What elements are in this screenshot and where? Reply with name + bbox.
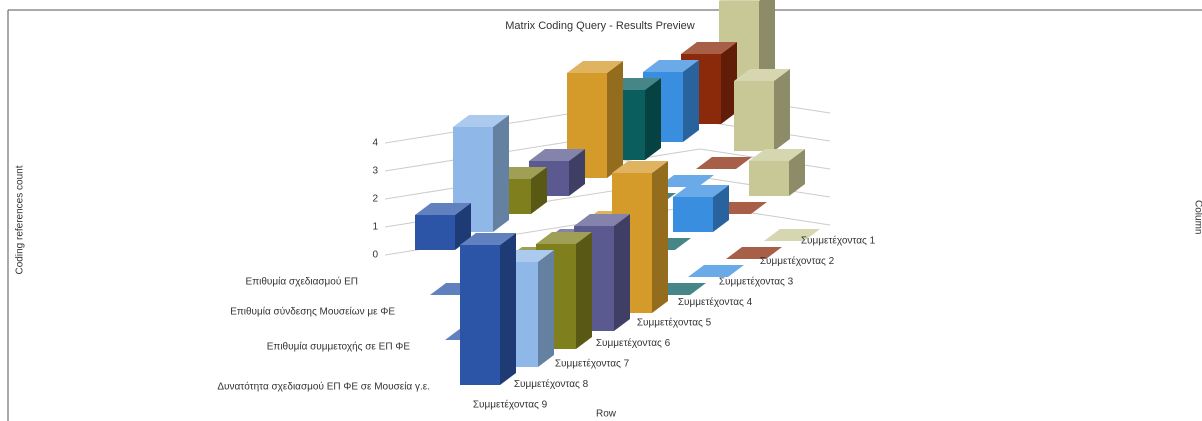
bar-side bbox=[538, 250, 554, 367]
bar-top bbox=[453, 115, 509, 127]
bar-side bbox=[645, 78, 661, 160]
chart-title: Matrix Coding Query - Results Preview bbox=[505, 20, 695, 32]
series-label: Συμμετέχοντας 3 bbox=[719, 276, 794, 288]
bar-front bbox=[749, 161, 789, 196]
bar-top bbox=[658, 175, 714, 187]
z-axis-title: Column bbox=[1192, 200, 1202, 234]
series-label: Συμμετέχοντας 7 bbox=[555, 358, 630, 370]
bar-top bbox=[415, 203, 471, 215]
bar-top bbox=[764, 229, 820, 241]
bar-side bbox=[652, 161, 668, 313]
bar-front bbox=[734, 81, 774, 151]
y-tick-label: 2 bbox=[372, 194, 378, 205]
bar-top bbox=[612, 161, 668, 173]
bar-side bbox=[789, 149, 805, 196]
bar-top bbox=[673, 185, 729, 197]
bar bbox=[749, 149, 805, 196]
bar-side bbox=[576, 232, 592, 349]
bar bbox=[460, 233, 516, 385]
bar-side bbox=[774, 69, 790, 151]
bar-front bbox=[460, 245, 500, 385]
bar bbox=[688, 265, 744, 277]
y-tick-label: 4 bbox=[372, 138, 378, 149]
series-label: Συμμετέχοντας 2 bbox=[760, 255, 835, 267]
bar-side bbox=[607, 61, 623, 178]
bar-top bbox=[734, 69, 790, 81]
bar bbox=[734, 69, 790, 151]
bar bbox=[415, 203, 471, 250]
bar-side bbox=[531, 167, 547, 214]
bar-top bbox=[688, 265, 744, 277]
bar-side bbox=[614, 214, 630, 331]
bar-top bbox=[567, 61, 623, 73]
series-label: Συμμετέχοντας 8 bbox=[514, 378, 589, 390]
bar-top bbox=[460, 233, 516, 245]
series-label: Συμμετέχοντας 9 bbox=[473, 399, 548, 411]
bar bbox=[764, 229, 820, 241]
series-label: Συμμετέχοντας 4 bbox=[678, 296, 753, 308]
category-label: Επιθυμία σχεδιασμού ΕΠ bbox=[246, 276, 358, 288]
y-tick-label: 3 bbox=[372, 166, 378, 177]
bar-top bbox=[574, 214, 630, 226]
bar-top bbox=[726, 247, 782, 259]
category-label: Επιθυμία συμμετοχής σε ΕΠ ΦΕ bbox=[267, 341, 411, 353]
bar-side bbox=[683, 60, 699, 142]
series-label: Συμμετέχοντας 5 bbox=[637, 317, 712, 329]
bar-front bbox=[673, 197, 713, 232]
bar-side bbox=[569, 149, 585, 196]
series-label: Συμμετέχοντας 1 bbox=[801, 235, 876, 247]
y-axis-title: Coding references count bbox=[15, 165, 26, 274]
bar bbox=[673, 185, 729, 232]
y-tick-label: 0 bbox=[372, 250, 378, 261]
category-label: Επιθυμία σύνδεσης Μουσείων με ΦΕ bbox=[230, 306, 395, 318]
bar-top bbox=[529, 149, 585, 161]
bar bbox=[726, 247, 782, 259]
bar bbox=[658, 175, 714, 187]
bar-top bbox=[681, 42, 737, 54]
bar-side bbox=[500, 233, 516, 385]
bar-top bbox=[643, 60, 699, 72]
x-axis-title: Row bbox=[596, 409, 617, 420]
bar-top bbox=[536, 232, 592, 244]
bar-top bbox=[719, 0, 761, 1]
bar bbox=[612, 161, 668, 313]
bar-side bbox=[455, 203, 471, 250]
series-label: Συμμετέχοντας 6 bbox=[596, 337, 671, 349]
bar-front bbox=[415, 215, 455, 250]
bar-top bbox=[749, 149, 805, 161]
category-label: Δυνατότητα σχεδιασμού ΕΠ ΦΕ σε Μουσεία γ… bbox=[217, 381, 430, 393]
bar-side bbox=[721, 42, 737, 124]
bar-side bbox=[713, 185, 729, 232]
bar-side bbox=[493, 115, 509, 232]
bar-top bbox=[696, 157, 752, 169]
y-tick-label: 1 bbox=[372, 222, 378, 233]
bar bbox=[696, 157, 752, 169]
